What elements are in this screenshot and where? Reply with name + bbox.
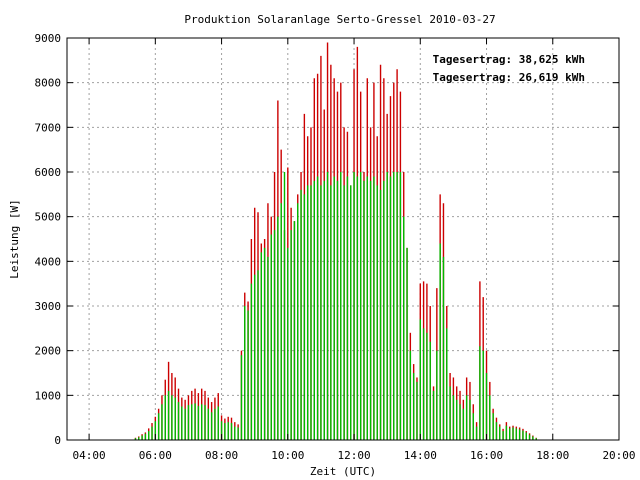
x-tick-label: 08:00 [205, 449, 238, 462]
x-tick-label: 12:00 [337, 449, 370, 462]
x-tick-label: 16:00 [470, 449, 503, 462]
y-tick-label: 9000 [35, 32, 62, 45]
x-axis-label: Zeit (UTC) [310, 465, 376, 478]
legend-red-entry: Tagesertrag: 38,625 kWh [433, 53, 585, 66]
y-tick-label: 4000 [35, 255, 62, 268]
grid-lines [67, 38, 619, 440]
y-axis-label: Leistung [W] [8, 199, 21, 278]
y-axis: 0 1000 2000 3000 4000 5000 6000 7000 8000 9000 [35, 32, 619, 447]
y-tick-label: 3000 [35, 300, 62, 313]
plot-frame [66, 37, 620, 441]
y-tick-label: 2000 [35, 345, 62, 358]
x-tick-label: 10:00 [271, 449, 304, 462]
x-tick-label: 20:00 [602, 449, 635, 462]
series-green-bars [134, 172, 537, 440]
chart-title: Produktion Solaranlage Serto-Gressel 201… [184, 13, 495, 26]
y-tick-label: 0 [54, 434, 61, 447]
y-tick-label: 8000 [35, 77, 62, 90]
x-tick-label: 14:00 [404, 449, 437, 462]
x-tick-label: 06:00 [139, 449, 172, 462]
y-tick-label: 1000 [35, 389, 62, 402]
x-tick-label: 18:00 [536, 449, 569, 462]
series-red-bars [134, 42, 537, 440]
y-tick-label: 7000 [35, 121, 62, 134]
y-tick-label: 6000 [35, 166, 62, 179]
x-tick-label: 04:00 [73, 449, 106, 462]
x-axis: 04:00 06:00 08:00 10:00 12:00 14:00 16:00 18:00… [73, 38, 636, 462]
legend-green-entry: Tagesertrag: 26,619 kWh [433, 71, 585, 84]
y-tick-label: 5000 [35, 211, 62, 224]
